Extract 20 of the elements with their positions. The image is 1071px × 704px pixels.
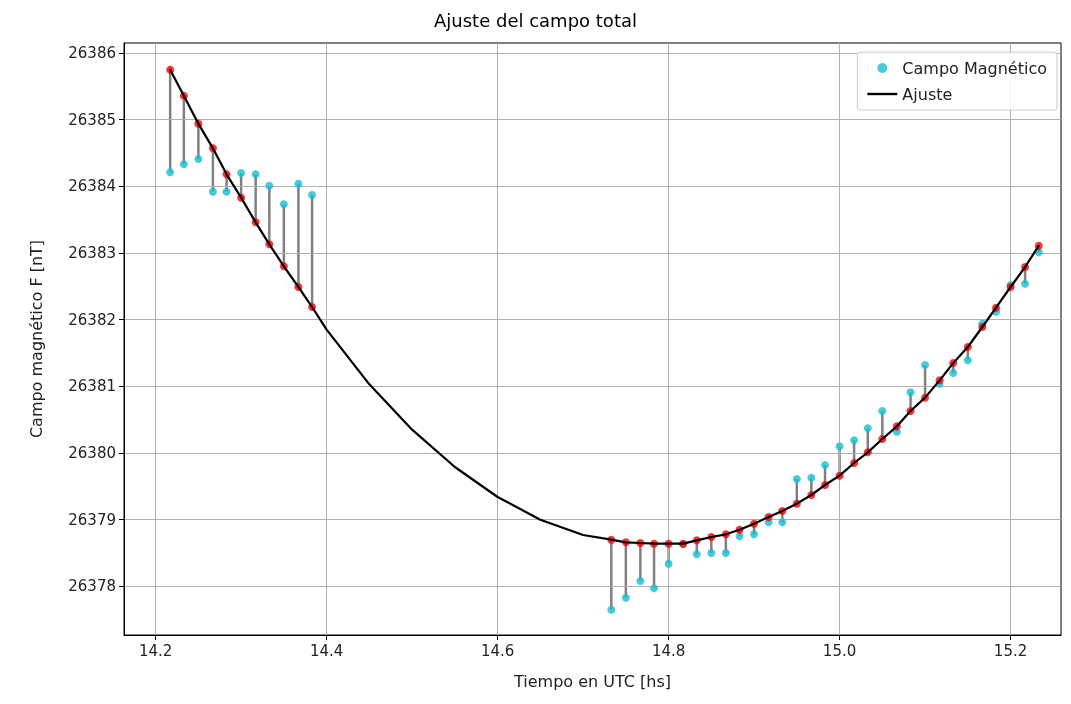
x-tick-label: 14.4 — [309, 641, 344, 660]
legend-label: Ajuste — [902, 84, 953, 104]
legend-label: Campo Magnético — [902, 58, 1048, 78]
y-tick-label: 26378 — [68, 577, 116, 596]
x-tick-label: 15.2 — [993, 641, 1028, 660]
y-tick-label: 26382 — [68, 310, 116, 329]
y-tick-label: 26381 — [68, 377, 116, 396]
x-tick-label: 15.0 — [822, 641, 857, 660]
x-tick-label: 14.6 — [480, 641, 515, 660]
y-tick-label: 26386 — [68, 44, 116, 62]
y-tick-label: 26380 — [68, 444, 116, 462]
x-tick-label: 14.8 — [651, 641, 686, 660]
y-tick-label: 26383 — [68, 244, 116, 262]
x-tick-label: 14.2 — [138, 641, 173, 660]
y-tick-label: 26379 — [68, 510, 116, 529]
chart-title: Ajuste del campo total — [434, 9, 637, 31]
x-axis-title: Tiempo en UTC [hs] — [512, 671, 672, 691]
y-tick-label: 26385 — [68, 110, 116, 129]
y-tick-label: 26384 — [68, 177, 116, 196]
y-axis-title: Campo magnético F [nT] — [26, 239, 46, 439]
